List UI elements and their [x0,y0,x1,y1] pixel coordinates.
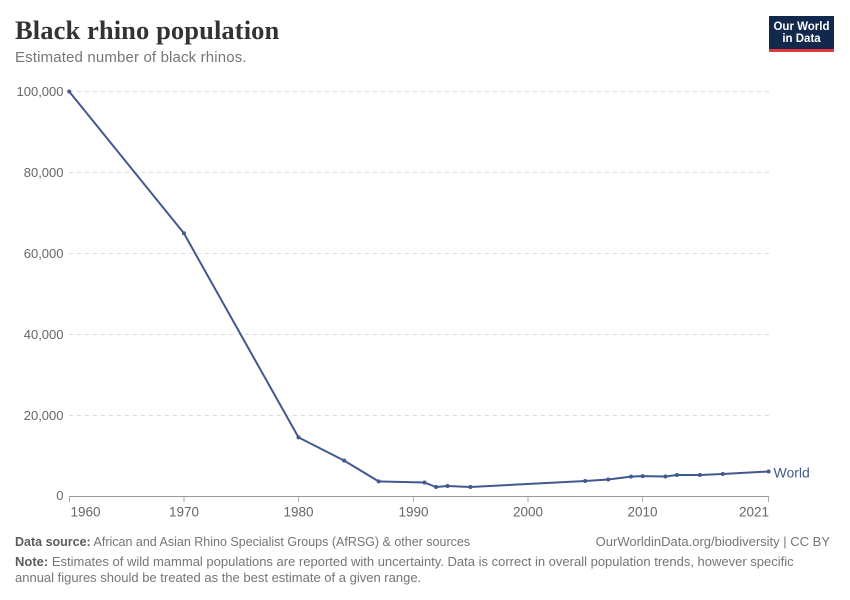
svg-text:2010: 2010 [627,505,657,520]
svg-text:1980: 1980 [283,505,313,520]
svg-text:20,000: 20,000 [24,408,64,423]
svg-text:60,000: 60,000 [24,246,64,261]
svg-text:2021: 2021 [739,505,769,520]
svg-text:80,000: 80,000 [24,165,64,180]
svg-text:40,000: 40,000 [24,327,64,342]
svg-text:1960: 1960 [71,505,101,520]
svg-text:1970: 1970 [169,505,199,520]
svg-text:World: World [774,465,810,481]
svg-text:0: 0 [56,488,63,503]
svg-text:1990: 1990 [398,505,428,520]
svg-text:100,000: 100,000 [17,84,64,99]
svg-text:2000: 2000 [513,505,543,520]
